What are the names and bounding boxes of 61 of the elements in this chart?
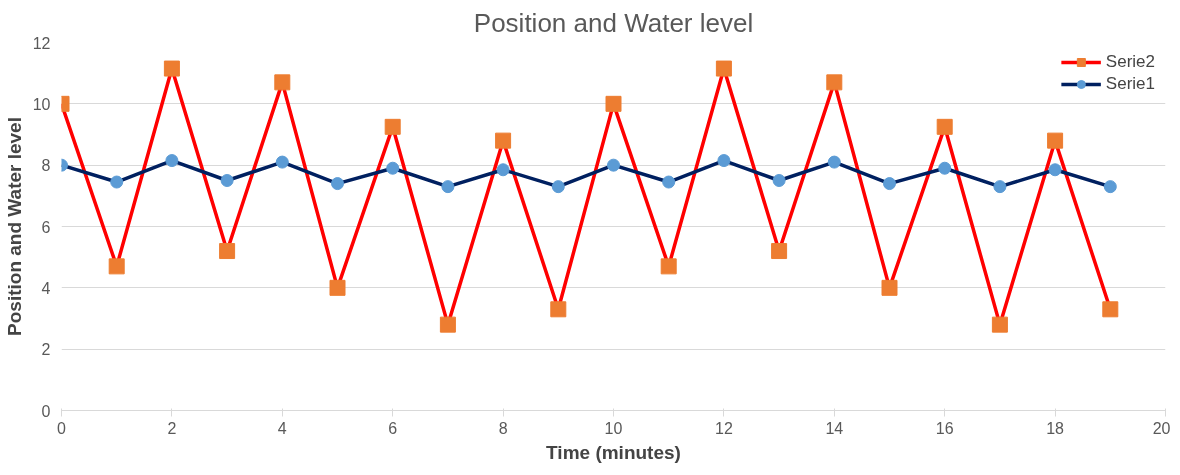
point: [883, 177, 896, 191]
point: [772, 174, 786, 187]
point: [331, 177, 344, 191]
x-tick-label: 6: [388, 419, 398, 437]
y-tick-label: 2: [41, 341, 51, 359]
point: [991, 316, 1008, 333]
point: [1102, 301, 1119, 318]
point: [827, 155, 841, 169]
x-tick-label: 8: [498, 419, 508, 437]
point: [329, 279, 346, 296]
point: [715, 60, 732, 77]
y-tick-label: 4: [41, 279, 51, 297]
x-axis-title: Time (minutes): [546, 441, 681, 463]
point: [826, 74, 843, 91]
point: [386, 161, 400, 175]
point: [220, 174, 234, 187]
x-tick-label: 10: [604, 419, 623, 437]
point: [219, 243, 236, 260]
x-tick-label: 4: [277, 419, 287, 437]
point: [936, 118, 953, 135]
point: [550, 301, 567, 318]
point: [275, 155, 289, 169]
point: [717, 154, 731, 168]
point: [1047, 132, 1064, 149]
y-tick-label: 12: [32, 34, 51, 52]
y-axis-title: Position and Water level: [3, 117, 25, 336]
y-tick-label: 10: [32, 95, 51, 113]
point: [163, 60, 180, 77]
y-tick-label: 6: [41, 218, 51, 236]
point: [938, 161, 952, 175]
point: [605, 95, 622, 112]
x-tick-label: 0: [57, 419, 67, 437]
point: [439, 316, 456, 333]
x-tick-label: 2: [167, 419, 177, 437]
point: [165, 154, 179, 168]
y-tick-label: 0: [41, 402, 51, 420]
point: [1103, 180, 1117, 194]
point: [110, 175, 124, 189]
point: [496, 163, 510, 177]
chart-title: Position and Water level: [473, 7, 754, 38]
point: [495, 132, 512, 149]
point: [274, 74, 291, 91]
point: [771, 243, 788, 260]
point: [441, 180, 455, 194]
x-tick-label: 20: [1152, 419, 1171, 437]
legend-label: Serie2: [1105, 52, 1155, 72]
point: [384, 118, 401, 135]
point: [551, 180, 565, 194]
point: [881, 279, 898, 296]
point: [660, 258, 677, 275]
point: [607, 158, 620, 172]
point: [108, 258, 125, 275]
point: [993, 180, 1007, 194]
y-tick-label: 8: [41, 157, 51, 175]
point: [1048, 163, 1062, 177]
x-tick-label: 18: [1046, 419, 1065, 437]
x-tick-label: 14: [825, 419, 844, 437]
point: [662, 175, 676, 189]
x-tick-label: 16: [935, 419, 954, 437]
x-tick-label: 12: [715, 419, 733, 437]
legend-label: Serie1: [1105, 74, 1155, 94]
